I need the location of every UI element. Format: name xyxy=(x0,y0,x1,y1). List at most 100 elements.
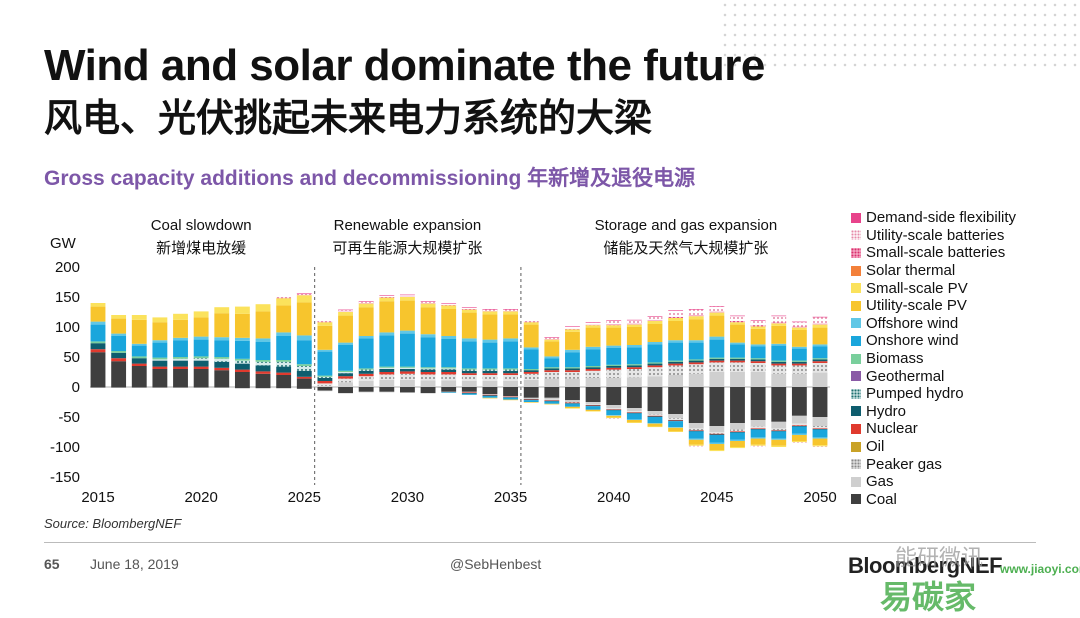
bar-segment xyxy=(730,344,745,358)
bar-segment xyxy=(152,366,168,369)
bar-segment xyxy=(523,320,539,322)
bar-segment xyxy=(730,316,745,321)
bar-segment xyxy=(730,432,745,433)
bar-segment xyxy=(523,324,539,348)
bar-segment xyxy=(523,372,539,374)
bar-segment xyxy=(358,376,374,381)
bar-segment xyxy=(750,437,766,439)
bar-segment xyxy=(173,360,188,367)
bar-segment xyxy=(400,330,415,334)
bar-segment xyxy=(461,307,477,308)
bar-segment xyxy=(812,372,828,387)
bar-segment xyxy=(420,372,436,375)
bar-segment xyxy=(358,373,374,377)
bar-segment xyxy=(688,316,704,320)
bar-segment xyxy=(358,370,374,374)
bar-segment xyxy=(420,380,436,387)
phase-title-cn: 新增煤电放缓 xyxy=(156,240,246,257)
bar-segment xyxy=(255,361,271,366)
bar-segment xyxy=(709,312,725,316)
bar-segment xyxy=(585,406,601,410)
y-tick-label: -100 xyxy=(50,439,80,456)
bar-segment xyxy=(441,374,457,381)
bar-segment xyxy=(173,358,188,361)
bar-segment xyxy=(338,315,353,343)
legend-item: Oil xyxy=(851,438,1076,456)
watermark-logo: 易碳家 xyxy=(880,579,977,615)
bar-segment xyxy=(585,411,601,413)
legend-item: Offshore wind xyxy=(851,315,1076,333)
bar-segment xyxy=(709,434,725,435)
bar-segment xyxy=(709,435,725,443)
bar-segment xyxy=(668,365,684,375)
bar-segment xyxy=(750,326,766,329)
bar-segment xyxy=(296,335,312,341)
bar-segment xyxy=(503,338,518,342)
bar-segment xyxy=(234,387,250,389)
legend-item: Pumped hydro xyxy=(851,385,1076,403)
bar-segment xyxy=(214,387,230,388)
bar-segment xyxy=(647,423,663,424)
bar-segment xyxy=(400,392,415,393)
bar-segment xyxy=(193,358,209,361)
bar-segment xyxy=(709,306,725,307)
bar-segment xyxy=(441,380,457,387)
bar-segment xyxy=(585,411,601,412)
bar-segment xyxy=(771,421,787,429)
bar-segment xyxy=(131,343,147,346)
bar-segment xyxy=(482,394,498,396)
bar-segment xyxy=(523,369,539,371)
bar-segment xyxy=(276,298,292,306)
bar-segment xyxy=(626,420,642,423)
bar-segment xyxy=(90,324,106,342)
bar-segment xyxy=(276,305,292,333)
bar-segment xyxy=(461,368,477,370)
bar-segment xyxy=(688,364,704,374)
bar-segment xyxy=(131,366,147,387)
legend-swatch xyxy=(851,265,861,276)
bar-segment xyxy=(668,421,684,428)
bar-segment xyxy=(503,368,518,370)
bar-segment xyxy=(400,333,415,367)
bar-segment xyxy=(668,427,684,432)
bar-segment xyxy=(730,429,745,432)
bar-segment xyxy=(90,352,106,387)
bar-segment xyxy=(338,342,353,345)
bar-segment xyxy=(193,366,209,369)
bar-segment xyxy=(523,379,539,387)
bar-segment xyxy=(338,373,353,377)
legend-label: Utility-scale PV xyxy=(866,297,967,315)
bar-segment xyxy=(730,423,745,430)
bar-segment xyxy=(730,321,745,323)
bar-segment xyxy=(420,368,436,370)
bar-segment xyxy=(523,397,539,399)
bar-segment xyxy=(111,336,127,351)
bar-segment xyxy=(668,427,684,428)
bar-segment xyxy=(317,378,333,381)
legend-swatch xyxy=(851,353,861,364)
bar-segment xyxy=(358,391,374,393)
bar-segment xyxy=(503,309,518,311)
legend-swatch xyxy=(851,406,861,417)
bar-segment xyxy=(544,397,560,400)
legend-swatch xyxy=(851,247,861,258)
bar-segment xyxy=(503,309,518,310)
bar-segment xyxy=(441,339,457,368)
bar-segment xyxy=(111,352,127,359)
bar-segment xyxy=(131,315,147,320)
bar-segment xyxy=(565,387,580,401)
bar-segment xyxy=(152,340,168,343)
bar-segment xyxy=(544,368,560,371)
bar-segment xyxy=(193,311,209,318)
bar-segment xyxy=(461,309,477,313)
bar-segment xyxy=(709,426,725,432)
bar-segment xyxy=(482,309,498,310)
bar-segment xyxy=(317,321,333,322)
bar-segment xyxy=(750,445,766,447)
bar-segment xyxy=(771,322,787,324)
bar-segment xyxy=(420,307,436,335)
bar-segment xyxy=(338,310,353,312)
bar-segment xyxy=(688,359,704,361)
bar-segment xyxy=(111,387,127,388)
bar-segment xyxy=(400,379,415,387)
